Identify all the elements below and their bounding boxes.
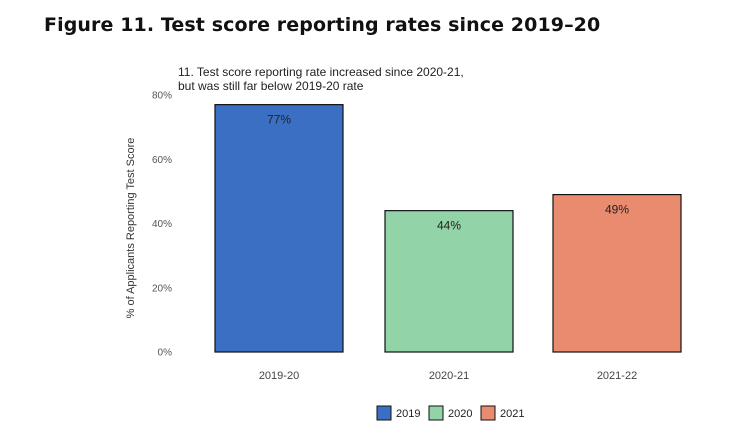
x-axis: 2019-20 2020-21 2021-22 <box>259 370 637 382</box>
y-tick-label: 20% <box>152 283 172 294</box>
legend-swatch-2021 <box>480 405 496 421</box>
y-axis: 0% 20% 40% 60% 80% % of Applicants Reporting … <box>125 91 172 359</box>
legend-label: 2021 <box>500 408 524 420</box>
y-tick-label: 40% <box>152 219 172 230</box>
chart-subtitle: 11. Test score reporting rate increased … <box>178 65 464 93</box>
x-tick-label: 2020-21 <box>429 370 469 382</box>
y-tick-label: 0% <box>158 348 173 359</box>
bar-2019-20 <box>214 104 344 353</box>
legend-label: 2020 <box>448 408 472 420</box>
y-tick-label: 80% <box>152 91 172 102</box>
figure-title: Figure 11. Test score reporting rates si… <box>44 14 601 36</box>
data-label: 49% <box>605 203 629 217</box>
bar-2020-21 <box>384 210 514 353</box>
y-axis-label: % of Applicants Reporting Test Score <box>125 138 137 319</box>
legend-swatch-2019 <box>376 405 392 421</box>
x-tick-label: 2019-20 <box>259 370 299 382</box>
chart-subtitle-line: 11. Test score reporting rate increased … <box>178 65 464 79</box>
x-tick-label: 2021-22 <box>597 370 637 382</box>
legend-swatch-2020 <box>428 405 444 421</box>
chart-subtitle-line: but was still far below 2019-20 rate <box>178 79 364 93</box>
legend-label: 2019 <box>396 408 420 420</box>
bar-2021-22 <box>552 193 682 353</box>
y-tick-label: 60% <box>152 155 172 166</box>
bars: 77% 44% 49% <box>214 104 682 353</box>
data-label: 44% <box>437 219 461 233</box>
data-label: 77% <box>267 113 291 127</box>
legend: 2019 2020 2021 <box>376 405 524 421</box>
